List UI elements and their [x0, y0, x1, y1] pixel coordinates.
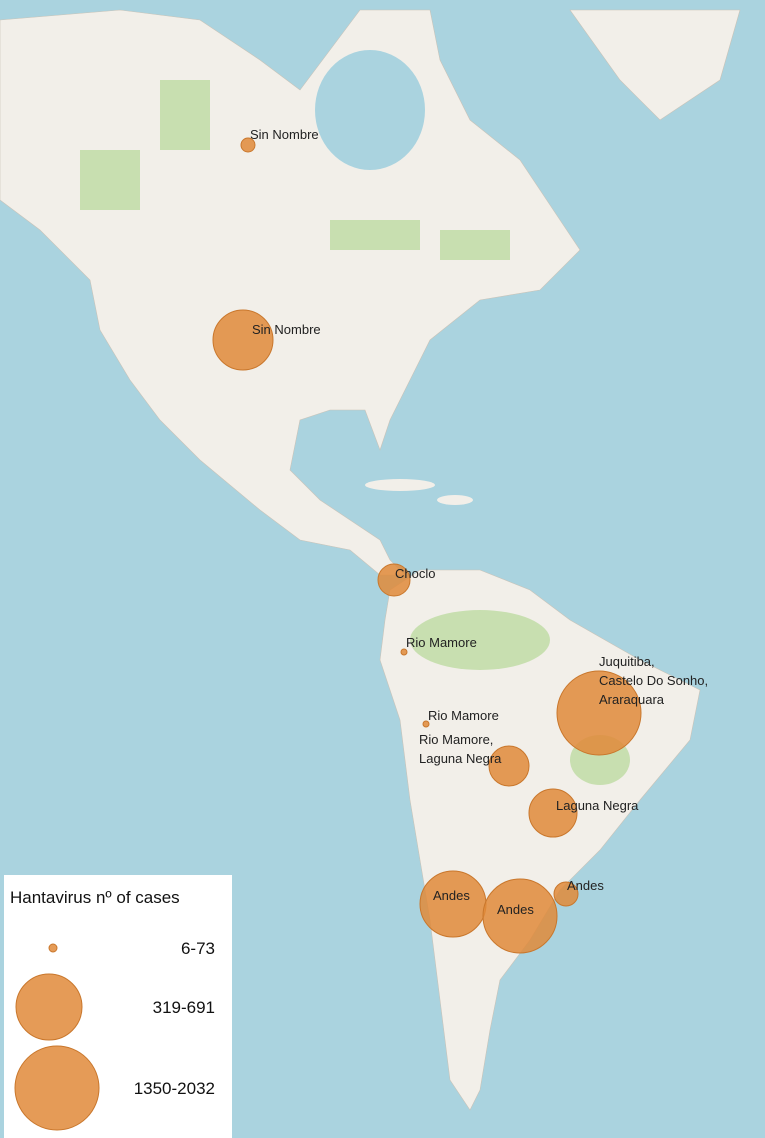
marker-label: Choclo: [395, 566, 435, 581]
marker-label: Juquitiba, Castelo Do Sonho, Araraquara: [599, 654, 708, 707]
legend-label: 6-73: [181, 939, 215, 958]
marker-label: Rio Mamore: [406, 635, 477, 650]
forest-patch: [80, 150, 140, 210]
marker: [556, 670, 642, 756]
marker-label: Andes: [497, 902, 534, 917]
forest-patch: [160, 80, 210, 150]
marker: [422, 720, 430, 728]
hispaniola: [437, 495, 473, 505]
forest-patch: [330, 220, 420, 250]
marker-label: Sin Nombre: [250, 127, 319, 142]
marker-label: Laguna Negra: [556, 798, 639, 813]
marker-label: Rio Mamore: [428, 708, 499, 723]
marker-label: Rio Mamore, Laguna Negra: [419, 732, 502, 766]
legend-symbol: [48, 943, 58, 953]
marker: [482, 878, 558, 954]
legend-symbol: [14, 1045, 100, 1131]
marker: [553, 881, 579, 907]
legend-label: 319-691: [153, 998, 215, 1017]
marker: [240, 137, 256, 153]
forest: [80, 80, 630, 785]
marker-label: Andes: [567, 878, 604, 893]
marker: [419, 870, 487, 938]
forest-patch: [410, 610, 550, 670]
cuba: [365, 479, 435, 491]
marker: [212, 309, 274, 371]
marker: [488, 745, 530, 787]
north-america: [0, 9, 581, 576]
hudson-bay: [315, 50, 425, 170]
marker-label: Sin Nombre: [252, 322, 321, 337]
legend-label: 1350-2032: [134, 1079, 215, 1098]
marker: [528, 788, 578, 838]
legend-symbol: [15, 973, 83, 1041]
marker: [400, 648, 408, 656]
marker: [377, 563, 411, 597]
marker-label: Andes: [433, 888, 470, 903]
greenland: [569, 9, 741, 121]
forest-patch: [440, 230, 510, 260]
legend-title: Hantavirus nº of cases: [10, 888, 180, 907]
